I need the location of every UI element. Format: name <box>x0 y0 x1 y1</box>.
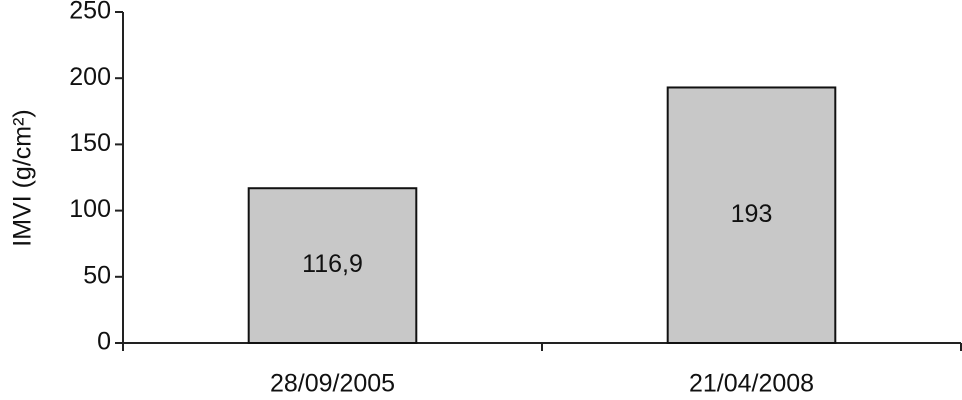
value-label: 116,9 <box>302 250 363 278</box>
bar <box>666 86 837 344</box>
x-tick-label: 28/09/2005 <box>270 370 395 398</box>
y-axis-label: IMVI (g/cm²) <box>9 109 37 247</box>
y-tick-label: 100 <box>69 195 111 223</box>
x-tick-label: 21/04/2008 <box>689 370 814 398</box>
value-label: 193 <box>731 200 773 228</box>
bar <box>247 187 418 344</box>
y-tick-label: 50 <box>83 261 111 289</box>
y-tick-label: 150 <box>69 129 111 157</box>
y-tick-label: 200 <box>69 63 111 91</box>
y-tick-label: 250 <box>69 0 111 25</box>
y-tick-label: 0 <box>97 328 111 356</box>
